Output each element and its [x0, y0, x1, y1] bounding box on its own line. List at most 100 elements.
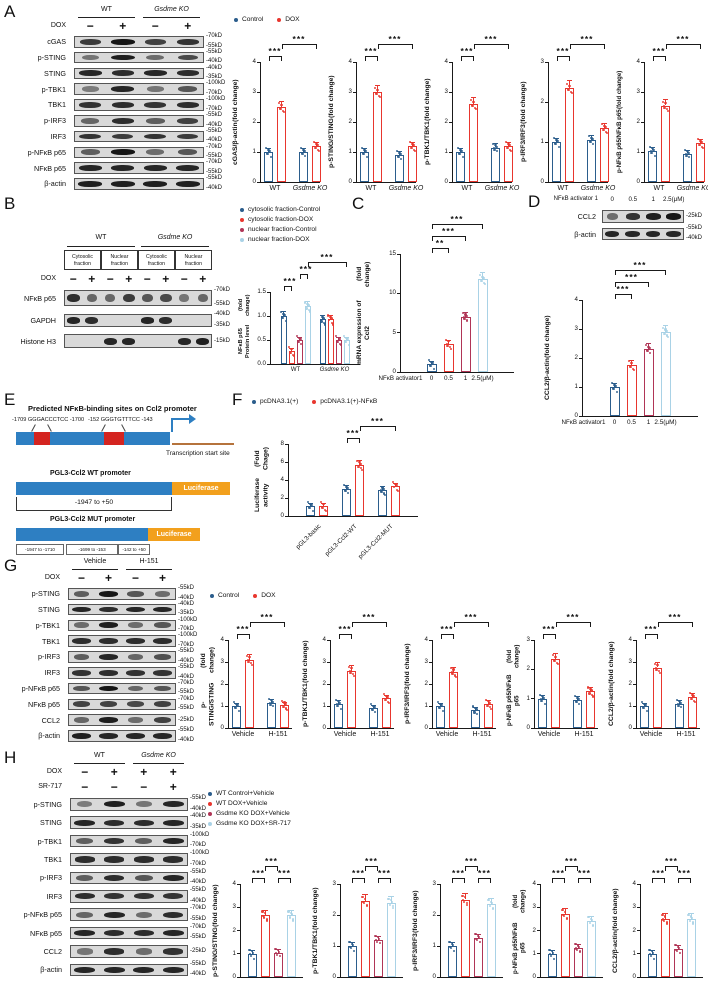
protein-label: TBK1	[48, 100, 66, 110]
sig-bracket-leg	[447, 248, 449, 253]
data-dot	[288, 916, 292, 919]
data-dot	[321, 507, 324, 510]
data-dot	[649, 953, 652, 956]
data-dot	[279, 108, 282, 111]
y-axis-label: mRNA expression of Ccl2 (fold change)	[356, 254, 372, 372]
bar	[504, 146, 513, 182]
panel-d-chart-ccl2-protein: CCL2/β-actin (fold change) 0 1 2 3 4 *** *** *** 0…	[544, 254, 702, 430]
y-tick	[641, 151, 644, 153]
blot-band	[152, 733, 173, 739]
y-tick-label: 15	[389, 250, 396, 257]
blot-band	[125, 606, 146, 613]
data-dot	[391, 905, 394, 908]
y-tick-label: 0	[322, 724, 326, 731]
legend-dot-icon	[253, 593, 258, 598]
bar	[675, 703, 684, 728]
sig-bracket	[431, 236, 466, 237]
data-dot	[684, 153, 687, 156]
protein-label: β-actin	[44, 179, 66, 189]
data-dot	[372, 704, 375, 707]
y-axis-label-line: (fold change)	[512, 889, 527, 914]
y-axis-label-line: (fold change)	[544, 315, 551, 359]
site-connector-line	[47, 424, 52, 432]
sig-bracket	[278, 878, 291, 879]
mw-label: -70kD	[190, 842, 207, 849]
y-tick	[637, 883, 640, 885]
data-dot	[336, 341, 339, 344]
data-dot	[445, 343, 448, 346]
data-dot	[400, 157, 403, 160]
x-axis-line	[340, 977, 403, 978]
sig-bracket-leg	[431, 224, 433, 229]
y-tick	[267, 315, 270, 317]
blot-band	[110, 38, 135, 45]
sig-bracket-leg	[431, 236, 433, 241]
data-dot	[475, 708, 478, 711]
bar	[565, 88, 574, 182]
x-group-label: Gsdme KO	[292, 185, 328, 192]
blot-band	[72, 669, 91, 676]
mut-luciferase-box: Luciferase	[148, 528, 200, 541]
data-dot	[324, 510, 327, 513]
mw-label: -55kD	[214, 301, 231, 307]
y-tick	[353, 61, 356, 63]
data-dot	[592, 925, 595, 928]
blot-band	[111, 165, 135, 172]
data-dot	[275, 953, 279, 956]
sig-bracket-leg	[283, 286, 285, 291]
data-dot	[307, 304, 310, 307]
y-axis-line	[452, 62, 453, 182]
y-tick	[237, 976, 240, 978]
blot-band	[162, 837, 184, 845]
data-dot	[343, 339, 346, 342]
legend-label: cytosolic fraction-DOX	[248, 216, 314, 223]
blot-band	[98, 590, 119, 597]
panel-b-chart-nfkb-protein: NFκB p65 Protein level (fold change) 0.0 0.…	[238, 246, 364, 378]
blot-band	[98, 717, 119, 724]
bar	[573, 700, 582, 728]
data-dot	[663, 332, 666, 336]
data-dot	[589, 141, 592, 144]
y-tick	[327, 727, 330, 729]
y-axis-label-line: (fold change)	[356, 261, 372, 287]
data-dot	[428, 363, 431, 366]
data-dot	[588, 139, 591, 142]
protein-label: STING	[40, 818, 62, 828]
panel-f-chart-luciferase: Luciferase activity (Fold Chage) 0 2 4 6 8 *** *…	[254, 410, 422, 560]
y-tick	[579, 386, 582, 388]
data-dot	[661, 913, 664, 917]
data-dot	[604, 126, 607, 129]
data-dot	[261, 910, 264, 913]
data-dot	[507, 142, 510, 145]
blot-band	[79, 102, 102, 108]
data-dot	[413, 148, 416, 151]
bar	[643, 349, 654, 416]
data-dot	[691, 693, 694, 696]
blot-band	[162, 801, 184, 808]
blot-box	[68, 698, 176, 711]
mw-label: -70kD	[178, 626, 195, 633]
bar	[640, 706, 649, 728]
bar	[469, 104, 478, 182]
data-dot	[317, 150, 320, 153]
blot-band	[111, 117, 134, 124]
sig-bracket	[268, 56, 282, 57]
error-bar-cap	[662, 98, 669, 100]
y-tick-label: 0	[332, 973, 336, 980]
data-dot	[276, 949, 280, 952]
protein-label: p-STING	[37, 53, 66, 63]
mut-segment-1: -1947 to -1710	[16, 544, 64, 555]
data-dot	[309, 502, 312, 505]
sig-bracket	[378, 878, 391, 879]
blot-band	[666, 231, 681, 237]
y-tick-label: 4	[322, 636, 326, 643]
data-dot	[373, 87, 377, 90]
data-dot	[262, 916, 266, 919]
blot-band	[81, 117, 100, 124]
mw-label: -55kD	[190, 868, 207, 875]
data-dot	[662, 919, 666, 923]
data-dot	[539, 698, 542, 701]
sig-bracket-leg	[589, 622, 591, 627]
data-dot	[692, 922, 695, 926]
y-tick-label: 1	[432, 942, 436, 949]
